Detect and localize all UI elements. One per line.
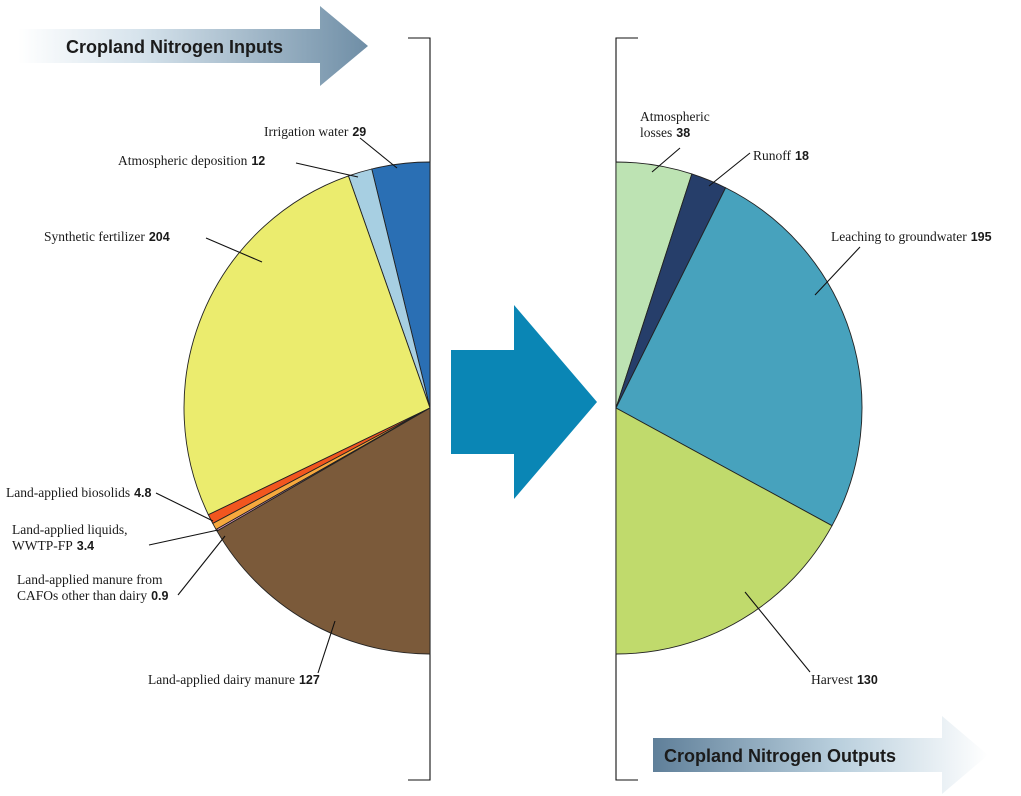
flow-arrow bbox=[451, 305, 597, 499]
leader-liquids bbox=[148, 529, 219, 546]
inputs-banner-title: Cropland Nitrogen Inputs bbox=[66, 37, 283, 57]
inputs-labels: Irrigation water 29 Atmospheric depositio… bbox=[6, 124, 366, 687]
label-atmospheric-losses-line2: losses 38 bbox=[640, 125, 690, 140]
inputs-pie bbox=[183, 161, 431, 655]
slice-harvest bbox=[615, 407, 833, 655]
leader-leaching bbox=[814, 246, 861, 296]
outputs-banner: Cropland Nitrogen Outputs bbox=[653, 716, 988, 794]
leader-atmospheric-losses bbox=[651, 147, 681, 173]
outputs-pie bbox=[615, 161, 863, 655]
label-atmospheric-losses: Atmospheric bbox=[640, 109, 710, 124]
leader-runoff bbox=[708, 152, 751, 187]
slice-land-applied-dairy-manure bbox=[216, 407, 431, 655]
leader-biosolids bbox=[155, 492, 214, 522]
label-manure-cafos: Land-applied manure from bbox=[17, 572, 163, 587]
leader-atmospheric-deposition bbox=[295, 162, 359, 178]
leader-synthetic-fertilizer bbox=[205, 237, 263, 263]
label-dairy-manure: Land-applied dairy manure 127 bbox=[148, 672, 320, 687]
outputs-labels: Atmospheric losses 38 Runoff 18 Leaching t… bbox=[640, 109, 992, 687]
label-liquids-line2: WWTP-FP 3.4 bbox=[12, 538, 94, 553]
leader-harvest bbox=[744, 591, 811, 673]
leader-manure-cafos bbox=[177, 535, 226, 596]
inputs-banner-arrow bbox=[18, 6, 368, 86]
slice-synthetic-fertilizer bbox=[183, 175, 431, 516]
outputs-banner-arrow bbox=[653, 716, 988, 794]
label-irrigation-water: Irrigation water 29 bbox=[264, 124, 366, 139]
label-liquids: Land-applied liquids, bbox=[12, 522, 127, 537]
inputs-banner: Cropland Nitrogen Inputs bbox=[18, 6, 368, 86]
leader-dairy-manure bbox=[317, 620, 336, 674]
outputs-banner-title: Cropland Nitrogen Outputs bbox=[664, 746, 896, 766]
leader-irrigation-water bbox=[359, 137, 398, 169]
outputs-leaders bbox=[651, 147, 861, 673]
label-runoff: Runoff 18 bbox=[753, 148, 809, 163]
label-biosolids: Land-applied biosolids 4.8 bbox=[6, 485, 152, 500]
label-harvest: Harvest 130 bbox=[811, 672, 878, 687]
label-manure-cafos-line2: CAFOs other than dairy 0.9 bbox=[17, 588, 169, 603]
label-leaching: Leaching to groundwater 195 bbox=[831, 229, 992, 244]
label-atmospheric-deposition: Atmospheric deposition 12 bbox=[118, 153, 265, 168]
label-synthetic-fertilizer: Synthetic fertilizer 204 bbox=[44, 229, 170, 244]
inputs-leaders bbox=[148, 137, 398, 674]
